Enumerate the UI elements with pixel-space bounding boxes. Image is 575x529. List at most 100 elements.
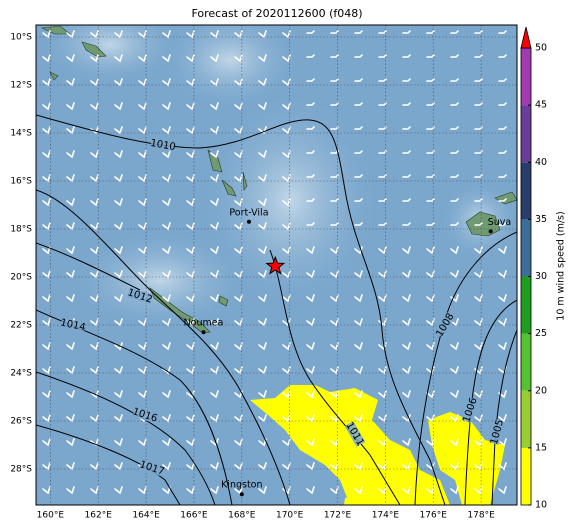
wind-barb bbox=[186, 246, 195, 255]
wind-barb bbox=[402, 246, 411, 255]
wind-barb bbox=[210, 150, 219, 159]
wind-barb bbox=[66, 342, 75, 351]
wind-barb bbox=[282, 150, 291, 159]
colorbar-tick-label: 30 bbox=[535, 271, 547, 282]
wind-barb bbox=[210, 246, 219, 255]
wind-barb bbox=[234, 342, 243, 351]
wind-barb bbox=[426, 486, 435, 495]
wind-barb bbox=[66, 198, 75, 207]
wind-barb bbox=[42, 342, 51, 351]
wind-barb bbox=[306, 222, 315, 226]
axes: 160°E 162°E 164°E 166°E 168°E 170°E 172°E 174°E… bbox=[10, 33, 495, 521]
wind-barb bbox=[402, 294, 411, 303]
map-frame bbox=[35, 24, 518, 506]
wind-barb bbox=[114, 150, 123, 159]
wind-barb bbox=[402, 78, 411, 82]
colorbar-segment bbox=[521, 48, 531, 106]
wind-barb bbox=[186, 342, 195, 351]
wind-barb bbox=[162, 174, 171, 183]
x-tick-label: 164°E bbox=[132, 511, 160, 521]
isobar-label-bg bbox=[434, 312, 456, 338]
x-tick-label: 172°E bbox=[324, 511, 352, 521]
place-marker bbox=[201, 330, 206, 335]
wind-barb bbox=[258, 150, 267, 159]
colorbar-segment bbox=[521, 162, 531, 220]
wind-barb bbox=[114, 486, 123, 495]
y-tick-label: 12°S bbox=[10, 81, 32, 91]
wind-barb bbox=[306, 30, 315, 34]
wind-barb bbox=[66, 246, 75, 255]
wind-barb bbox=[210, 54, 219, 63]
wind-barb bbox=[426, 198, 435, 202]
wind-barb bbox=[330, 270, 339, 279]
wind-barb bbox=[138, 126, 147, 135]
colorbar-label: 10 m wind speed (m/s) bbox=[556, 211, 567, 320]
wind-barb bbox=[354, 78, 363, 82]
wind-barb bbox=[378, 222, 387, 226]
isobar-label-bg bbox=[489, 419, 505, 445]
colorbar-segment bbox=[521, 333, 531, 391]
wind-barb bbox=[138, 486, 147, 495]
wind-barb bbox=[90, 342, 99, 351]
wind-barb bbox=[162, 30, 171, 39]
wind-barb bbox=[426, 78, 435, 82]
wind-barb bbox=[210, 486, 219, 495]
wind-barb bbox=[474, 486, 483, 495]
y-tick-label: 18°S bbox=[10, 225, 32, 235]
wind-barb bbox=[450, 486, 459, 495]
wind-barb bbox=[114, 294, 123, 303]
wind-barb bbox=[282, 54, 291, 63]
wind-barb bbox=[42, 294, 51, 303]
colorbar-extend bbox=[520, 26, 532, 49]
wind-barb bbox=[498, 174, 507, 178]
wind-barb bbox=[330, 462, 339, 471]
wind-barb bbox=[354, 54, 363, 58]
wind-barb bbox=[186, 126, 195, 135]
wind-barb bbox=[378, 486, 387, 495]
wind-barb bbox=[42, 198, 51, 207]
wind-barb bbox=[354, 126, 363, 130]
wind-barb bbox=[402, 342, 411, 351]
wind-barb bbox=[162, 390, 171, 399]
grid bbox=[36, 25, 517, 505]
wind-barb bbox=[354, 246, 363, 255]
x-tick-label: 160°E bbox=[37, 511, 65, 521]
wind-barb bbox=[42, 102, 51, 111]
isobar-label-bg bbox=[132, 406, 158, 424]
wind-barb bbox=[186, 270, 195, 279]
wind-barb bbox=[354, 294, 363, 303]
wind-barb bbox=[138, 198, 147, 207]
y-tick-label: 14°S bbox=[10, 129, 32, 139]
colorbar-tick-label: 35 bbox=[535, 214, 547, 225]
wind-barb bbox=[498, 30, 507, 34]
colorbar: 10 15 20 25 30 35 40 45 50 10 m wind speed (m/s) bbox=[520, 26, 567, 511]
wind-barb bbox=[498, 270, 507, 279]
wind-barb bbox=[114, 342, 123, 351]
wind-barb bbox=[426, 102, 435, 106]
colorbar-segment bbox=[521, 447, 531, 505]
wind-barb bbox=[90, 150, 99, 159]
wind-barb bbox=[186, 486, 195, 495]
wind-barb bbox=[402, 126, 411, 130]
precip-areas bbox=[250, 385, 505, 505]
wind-barb bbox=[162, 486, 171, 495]
wind-barb bbox=[474, 462, 483, 471]
wind-barb bbox=[354, 270, 363, 279]
wind-barb bbox=[162, 78, 171, 87]
colorbar-tick-label: 45 bbox=[535, 100, 547, 111]
wind-barb bbox=[354, 390, 363, 399]
wind-barb bbox=[426, 30, 435, 34]
wind-barb bbox=[138, 30, 147, 39]
wind-barb bbox=[90, 246, 99, 255]
isobar-label-bg bbox=[127, 287, 153, 305]
colorbar-tick-label: 25 bbox=[535, 328, 547, 339]
wind-barb bbox=[138, 102, 147, 111]
wind-barb bbox=[402, 222, 411, 226]
wind-barb bbox=[42, 390, 51, 399]
wind-barb bbox=[66, 390, 75, 399]
wind-barb bbox=[138, 342, 147, 351]
wind-barb bbox=[402, 174, 411, 178]
wind-barb bbox=[90, 294, 99, 303]
wind-barb bbox=[282, 486, 291, 495]
